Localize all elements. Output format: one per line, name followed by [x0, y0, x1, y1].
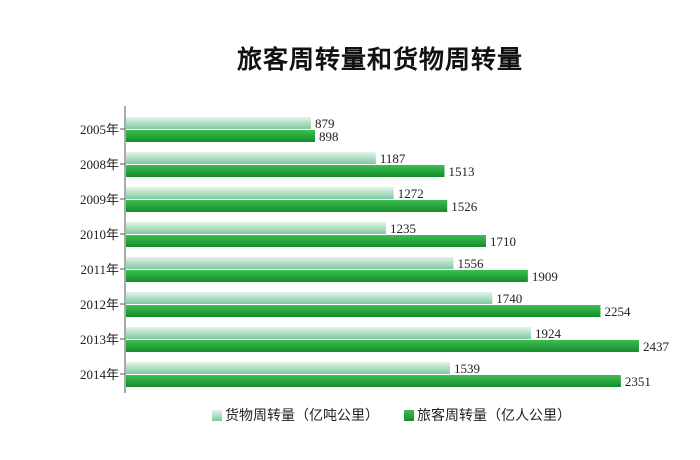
category-label: 2010年 [80, 227, 119, 242]
passenger-bar [126, 235, 486, 247]
category-label: 2005年 [80, 122, 119, 137]
freight-bar [126, 257, 454, 269]
legend-swatch-passenger [404, 410, 414, 421]
category-label: 2012年 [80, 297, 119, 312]
freight-value-label: 1740 [496, 291, 522, 306]
freight-value-label: 879 [315, 116, 335, 131]
passenger-bar [126, 200, 448, 212]
freight-bar [126, 152, 376, 164]
freight-bar [126, 362, 450, 374]
freight-value-label: 1539 [454, 361, 480, 376]
passenger-bar [126, 305, 601, 317]
category-label: 2014年 [80, 367, 119, 382]
passenger-bar [126, 340, 639, 352]
category-label: 2011年 [80, 262, 119, 277]
freight-value-label: 1187 [380, 151, 406, 166]
passenger-value-label: 1710 [490, 234, 516, 249]
chart-title: 旅客周转量和货物周转量 [236, 45, 523, 74]
legend-swatch-freight [212, 410, 222, 421]
freight-value-label: 1235 [390, 221, 416, 236]
passenger-value-label: 2351 [625, 374, 651, 389]
category-label: 2009年 [80, 192, 119, 207]
passenger-bar [126, 270, 528, 282]
legend-label-passenger: 旅客周转量（亿人公里） [417, 407, 571, 424]
passenger-value-label: 2437 [643, 339, 670, 354]
passenger-bar [126, 375, 621, 387]
freight-value-label: 1556 [458, 256, 485, 271]
passenger-bar [126, 130, 316, 142]
passenger-value-label: 1513 [448, 164, 474, 179]
passenger-value-label: 1909 [532, 269, 558, 284]
category-label: 2008年 [80, 157, 119, 172]
freight-bar [126, 187, 394, 199]
legend-label-freight: 货物周转量（亿吨公里） [225, 407, 379, 424]
freight-bar [126, 292, 493, 304]
freight-bar [126, 117, 312, 129]
passenger-value-label: 898 [319, 129, 339, 144]
category-label: 2013年 [80, 332, 119, 347]
freight-value-label: 1272 [398, 186, 424, 201]
passenger-bar [126, 165, 445, 177]
freight-bar [126, 327, 532, 339]
freight-bar [126, 222, 386, 234]
passenger-value-label: 2254 [604, 304, 631, 319]
passenger-value-label: 1526 [451, 199, 478, 214]
freight-value-label: 1924 [535, 326, 562, 341]
